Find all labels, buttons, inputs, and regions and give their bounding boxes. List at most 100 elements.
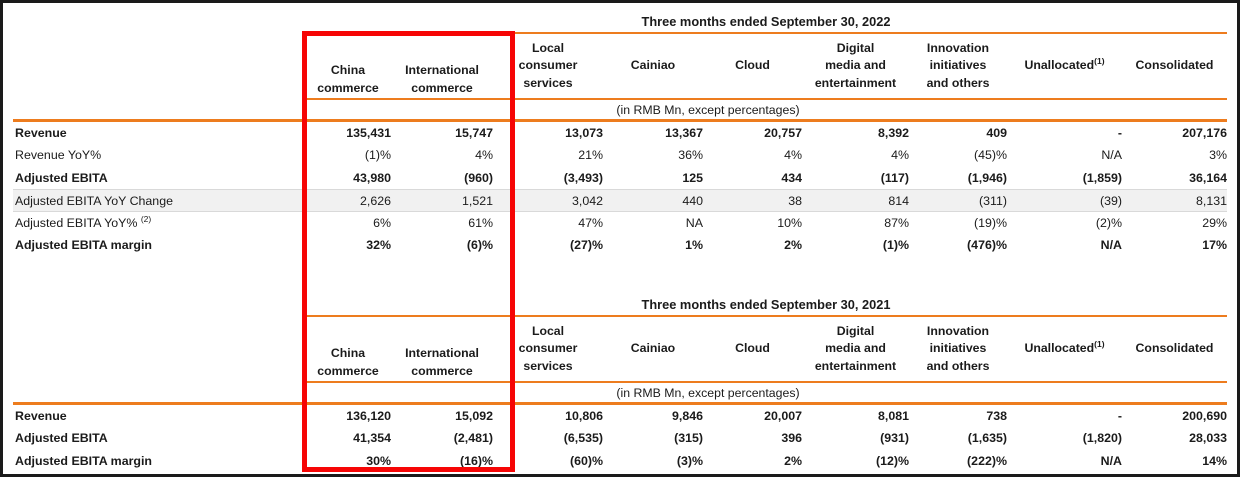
- value-cell: (1,820): [1082, 431, 1122, 446]
- value-cell: 6%: [373, 215, 391, 230]
- value-cell: (19)%: [973, 215, 1007, 230]
- footnote-marker: (1): [1094, 339, 1105, 350]
- value-cell: 738: [986, 409, 1007, 423]
- column-header: International commerce: [391, 34, 493, 100]
- value-cell: 409: [986, 126, 1007, 140]
- value-cell: 20,757: [764, 126, 802, 140]
- value-cell: (476)%: [967, 237, 1007, 252]
- value-cell: 15,092: [455, 409, 493, 423]
- value-cell: 814: [802, 189, 909, 212]
- value-cell: (2,481): [453, 431, 493, 446]
- value-cell: 207,176: [1182, 126, 1227, 140]
- value-cell: 2%: [784, 237, 802, 252]
- value-cell: 8,131: [1122, 189, 1227, 212]
- row-label: Revenue YoY%: [15, 148, 102, 163]
- value-cell: 10%: [777, 215, 802, 230]
- column-header: Consolidated: [1122, 317, 1227, 383]
- value-cell: 20,007: [764, 409, 802, 423]
- column-header: Cloud: [703, 317, 802, 383]
- column-header: Cloud: [703, 34, 802, 100]
- column-header: Innovation initiatives and others: [909, 34, 1007, 100]
- value-cell: 434: [781, 170, 802, 185]
- unit-note-row: (in RMB Mn, except percentages): [305, 100, 1227, 119]
- value-cell: (117): [880, 170, 909, 185]
- value-cell: 17%: [1202, 237, 1227, 252]
- table-title: Three months ended September 30, 2022: [305, 6, 1227, 34]
- divider-line: [13, 119, 1227, 122]
- corner-spacer: [13, 34, 305, 100]
- value-cell: 8,392: [877, 126, 909, 140]
- value-cell: (39): [1007, 189, 1122, 212]
- value-cell: N/A: [1100, 237, 1122, 252]
- value-cell: (16)%: [459, 453, 493, 468]
- value-cell: 14%: [1202, 453, 1227, 468]
- value-cell: 125: [682, 170, 703, 185]
- value-cell: (1)%: [364, 148, 391, 163]
- column-header: Innovation initiatives and others: [909, 317, 1007, 383]
- value-cell: 15,747: [455, 126, 493, 140]
- value-cell: 396: [781, 431, 802, 446]
- value-cell: 13,367: [665, 126, 703, 140]
- column-header: Digital media and entertainment: [802, 317, 909, 383]
- unit-note: (in RMB Mn, except percentages): [616, 102, 800, 117]
- value-cell: 87%: [884, 215, 909, 230]
- value-cell: (27)%: [569, 237, 603, 252]
- value-cell: (960): [464, 170, 493, 185]
- value-cell: 1%: [685, 237, 703, 252]
- value-cell: (2)%: [1095, 215, 1122, 230]
- table-title: Three months ended September 30, 2021: [305, 289, 1227, 317]
- row-label: Revenue: [15, 126, 67, 140]
- row-label: Adjusted EBITA: [15, 431, 108, 446]
- value-cell: (315): [674, 431, 703, 446]
- row-label: Adjusted EBITA margin: [15, 237, 152, 252]
- value-cell: (311): [909, 189, 1007, 212]
- value-cell: 10,806: [565, 409, 603, 423]
- value-cell: 36%: [678, 148, 703, 163]
- column-header: China commerce: [305, 317, 391, 383]
- row-label: Adjusted EBITA margin: [15, 453, 152, 468]
- value-cell: 9,846: [671, 409, 703, 423]
- value-cell: NA: [685, 215, 703, 230]
- value-cell: 136,120: [346, 409, 391, 423]
- value-cell: (6)%: [466, 237, 493, 252]
- value-cell: 200,690: [1182, 409, 1227, 423]
- unit-note: (in RMB Mn, except percentages): [616, 385, 800, 400]
- value-cell: -: [1117, 126, 1122, 140]
- value-cell: 2,626: [305, 189, 391, 212]
- column-header: Consolidated: [1122, 34, 1227, 100]
- value-cell: N/A: [1101, 148, 1122, 163]
- value-cell: 43,980: [353, 170, 391, 185]
- value-cell: (1,946): [967, 170, 1007, 185]
- unit-note-row: (in RMB Mn, except percentages): [305, 383, 1227, 402]
- value-cell: (1,859): [1082, 170, 1122, 185]
- value-cell: 2%: [784, 453, 802, 468]
- value-cell: (1,635): [967, 431, 1007, 446]
- value-cell: 135,431: [346, 126, 391, 140]
- column-header: Cainiao: [603, 34, 703, 100]
- value-cell: 61%: [468, 215, 493, 230]
- value-cell: 36,164: [1189, 170, 1227, 185]
- segment-table-2021: Three months ended September 30, 2021 Ch…: [13, 289, 1230, 472]
- value-cell: 38: [703, 189, 802, 212]
- value-cell: 30%: [366, 453, 391, 468]
- value-cell: (3)%: [676, 453, 703, 468]
- value-cell: N/A: [1100, 453, 1122, 468]
- value-cell: (6,535): [563, 431, 603, 446]
- corner-spacer: [13, 317, 305, 383]
- value-cell: 28,033: [1189, 431, 1227, 446]
- row-label: Adjusted EBITA: [15, 170, 108, 185]
- row-label: Adjusted EBITA YoY Change: [13, 189, 305, 212]
- value-cell: (931): [880, 431, 909, 446]
- value-cell: 21%: [578, 148, 603, 163]
- value-cell: (222)%: [967, 453, 1007, 468]
- column-header: Local consumer services: [493, 317, 603, 383]
- column-header: Local consumer services: [493, 34, 603, 100]
- column-header: Cainiao: [603, 317, 703, 383]
- value-cell: (45)%: [973, 148, 1007, 163]
- value-cell: (3,493): [563, 170, 603, 185]
- column-header: Unallocated(1): [1007, 34, 1122, 100]
- value-cell: 13,073: [565, 126, 603, 140]
- footnote-marker: (1): [1094, 56, 1105, 67]
- value-cell: (60)%: [569, 453, 603, 468]
- footnote-marker: (2): [140, 213, 152, 224]
